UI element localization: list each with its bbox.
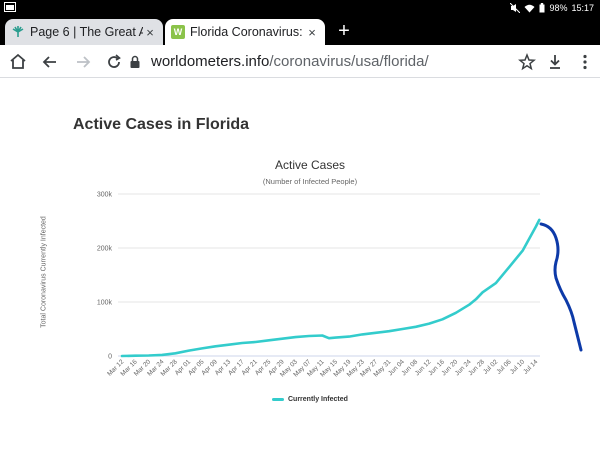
- download-icon[interactable]: [545, 52, 565, 72]
- more-menu-icon[interactable]: [575, 52, 595, 72]
- tab-title: Page 6 | The Great Ari: [30, 25, 143, 39]
- legend-label: Currently Infected: [288, 396, 348, 403]
- annotation-layer: [539, 222, 583, 352]
- battery-icon: [539, 3, 545, 13]
- chart-subtitle: (Number of Infected People): [262, 177, 358, 186]
- tab-title: Florida Coronavirus: 2: [190, 25, 305, 39]
- wifi-icon: [524, 4, 535, 12]
- y-tick-label: 200k: [97, 246, 113, 253]
- y-tick-label: 300k: [97, 192, 113, 199]
- chart-title: Active Cases: [274, 158, 346, 172]
- back-arrow-icon[interactable]: [40, 52, 60, 72]
- y-tick-label: 100k: [97, 300, 113, 307]
- url-text[interactable]: worldometers.info/coronavirus/usa/florid…: [151, 53, 429, 70]
- close-tab-icon[interactable]: ×: [308, 24, 316, 40]
- tab-great-ari[interactable]: Page 6 | The Great Ari ×: [5, 19, 163, 45]
- bookmark-star-icon[interactable]: [517, 52, 537, 72]
- chart-legend[interactable]: Currently Infected: [272, 396, 348, 403]
- grid-lines: [118, 193, 540, 357]
- series-line-currently-infected: [120, 218, 541, 358]
- y-tick-label: 0: [108, 354, 112, 361]
- new-tab-button[interactable]: +: [338, 20, 350, 42]
- reload-icon[interactable]: [104, 52, 124, 72]
- address-bar[interactable]: worldometers.info/coronavirus/usa/florid…: [128, 49, 516, 74]
- worldometers-favicon-icon: W: [171, 25, 185, 39]
- y-tick-labels: 0 100k 200k 300k: [97, 192, 113, 361]
- forward-arrow-icon[interactable]: [73, 52, 93, 72]
- clock: 15:17: [571, 3, 594, 13]
- close-tab-icon[interactable]: ×: [146, 24, 154, 40]
- battery-percent: 98%: [549, 3, 568, 13]
- url-path: /coronavirus/usa/florida/: [269, 53, 429, 70]
- page-heading: Active Cases in Florida: [73, 116, 250, 133]
- screenshot-notification-icon: [4, 2, 16, 12]
- mute-icon: [510, 3, 521, 13]
- status-bar: 98% 15:17: [0, 0, 600, 16]
- x-tick-label: Jul 14: [522, 358, 539, 375]
- home-icon[interactable]: [8, 52, 28, 72]
- series-layer: [120, 218, 541, 358]
- hand-drawn-annotation: [539, 222, 583, 352]
- url-domain: worldometers.info: [151, 53, 270, 70]
- browser-toolbar: worldometers.info/coronavirus/usa/florid…: [0, 45, 600, 78]
- legend-swatch: [272, 398, 284, 401]
- cannabis-leaf-icon: [11, 25, 25, 39]
- tab-florida-coronavirus[interactable]: W Florida Coronavirus: 2 ×: [165, 19, 325, 45]
- lock-icon[interactable]: [128, 55, 142, 69]
- tab-strip: Page 6 | The Great Ari × W Florida Coron…: [0, 16, 600, 45]
